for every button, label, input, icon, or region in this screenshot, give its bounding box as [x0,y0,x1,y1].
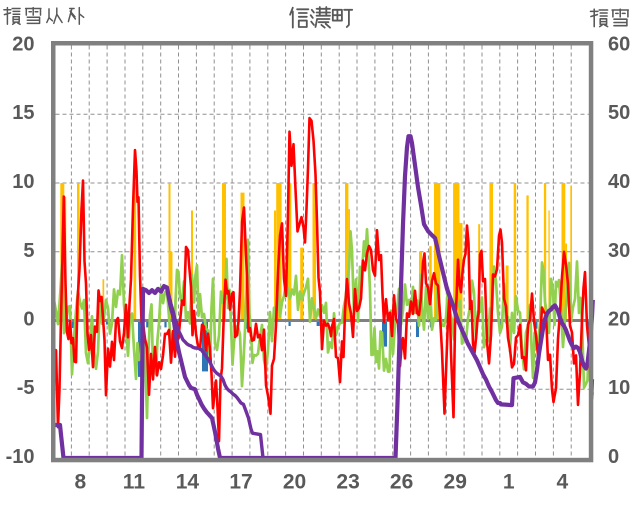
svg-text:5: 5 [23,240,34,262]
svg-text:-10: -10 [6,446,35,468]
svg-text:15: 15 [12,102,34,124]
svg-text:29: 29 [444,471,467,494]
svg-text:40: 40 [608,171,630,193]
svg-text:30: 30 [608,240,630,262]
svg-text:11: 11 [123,471,146,494]
svg-text:10: 10 [12,171,34,193]
svg-text:4: 4 [556,471,568,494]
svg-text:10: 10 [608,377,630,399]
svg-text:14: 14 [176,471,200,494]
svg-text:20: 20 [283,471,306,494]
svg-text:23: 23 [336,471,359,494]
svg-text:50: 50 [608,102,630,124]
svg-text:1: 1 [503,471,515,494]
svg-text:17: 17 [229,471,252,494]
svg-text:20: 20 [12,34,34,56]
svg-text:0: 0 [23,309,34,331]
svg-text:60: 60 [608,34,630,56]
svg-text:26: 26 [390,471,413,494]
svg-text:8: 8 [74,471,86,494]
svg-text:-5: -5 [17,377,35,399]
svg-text:0: 0 [608,446,619,468]
svg-text:20: 20 [608,309,630,331]
